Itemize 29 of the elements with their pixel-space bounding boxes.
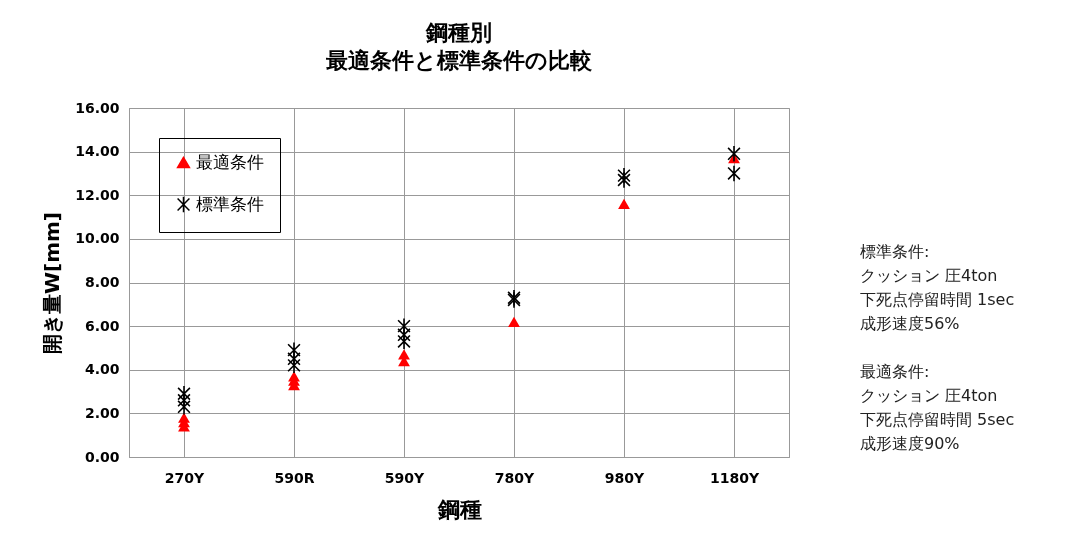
- y-tick-label: 10.00: [75, 230, 120, 247]
- legend-label: 標準条件: [196, 193, 264, 214]
- y-tick-label: 0.00: [84, 448, 120, 465]
- y-tick-label: 16.00: [75, 99, 120, 116]
- y-tick-label: 4.00: [84, 361, 120, 378]
- x-tick-label: 780Y: [494, 469, 536, 486]
- chart-title: 鋼種別: [425, 20, 492, 45]
- x-tick-label: 980Y: [604, 469, 646, 486]
- legend-label: 最適条件: [196, 151, 264, 172]
- y-tick-label: 6.00: [84, 317, 120, 334]
- text: クッション 圧4ton: [860, 385, 999, 407]
- text: クッション 圧4ton: [860, 265, 999, 287]
- x-tick-label: 1180Y: [709, 469, 760, 486]
- text: 成形速度56%: [860, 313, 961, 335]
- text: 標準条件:: [860, 241, 931, 263]
- chart-subtitle: 最適条件と標準条件の比較: [325, 48, 593, 73]
- y-axis-title: 開き量W[mm]: [40, 211, 65, 355]
- y-tick-label: 2.00: [84, 404, 120, 421]
- text: 下死点停留時間 1sec: [860, 289, 1015, 311]
- y-tick-label: 14.00: [75, 143, 120, 160]
- y-tick-label: 12.00: [75, 186, 120, 203]
- text: 最適条件:: [860, 361, 931, 383]
- text: 成形速度90%: [860, 433, 961, 455]
- text: 下死点停留時間 5sec: [860, 409, 1015, 431]
- x-tick-label: 270Y: [164, 469, 206, 486]
- x-tick-label: 590Y: [384, 469, 426, 486]
- x-axis-title: 鋼種: [436, 496, 482, 522]
- y-tick-label: 8.00: [84, 274, 120, 290]
- x-tick-label: 590R: [274, 469, 315, 486]
